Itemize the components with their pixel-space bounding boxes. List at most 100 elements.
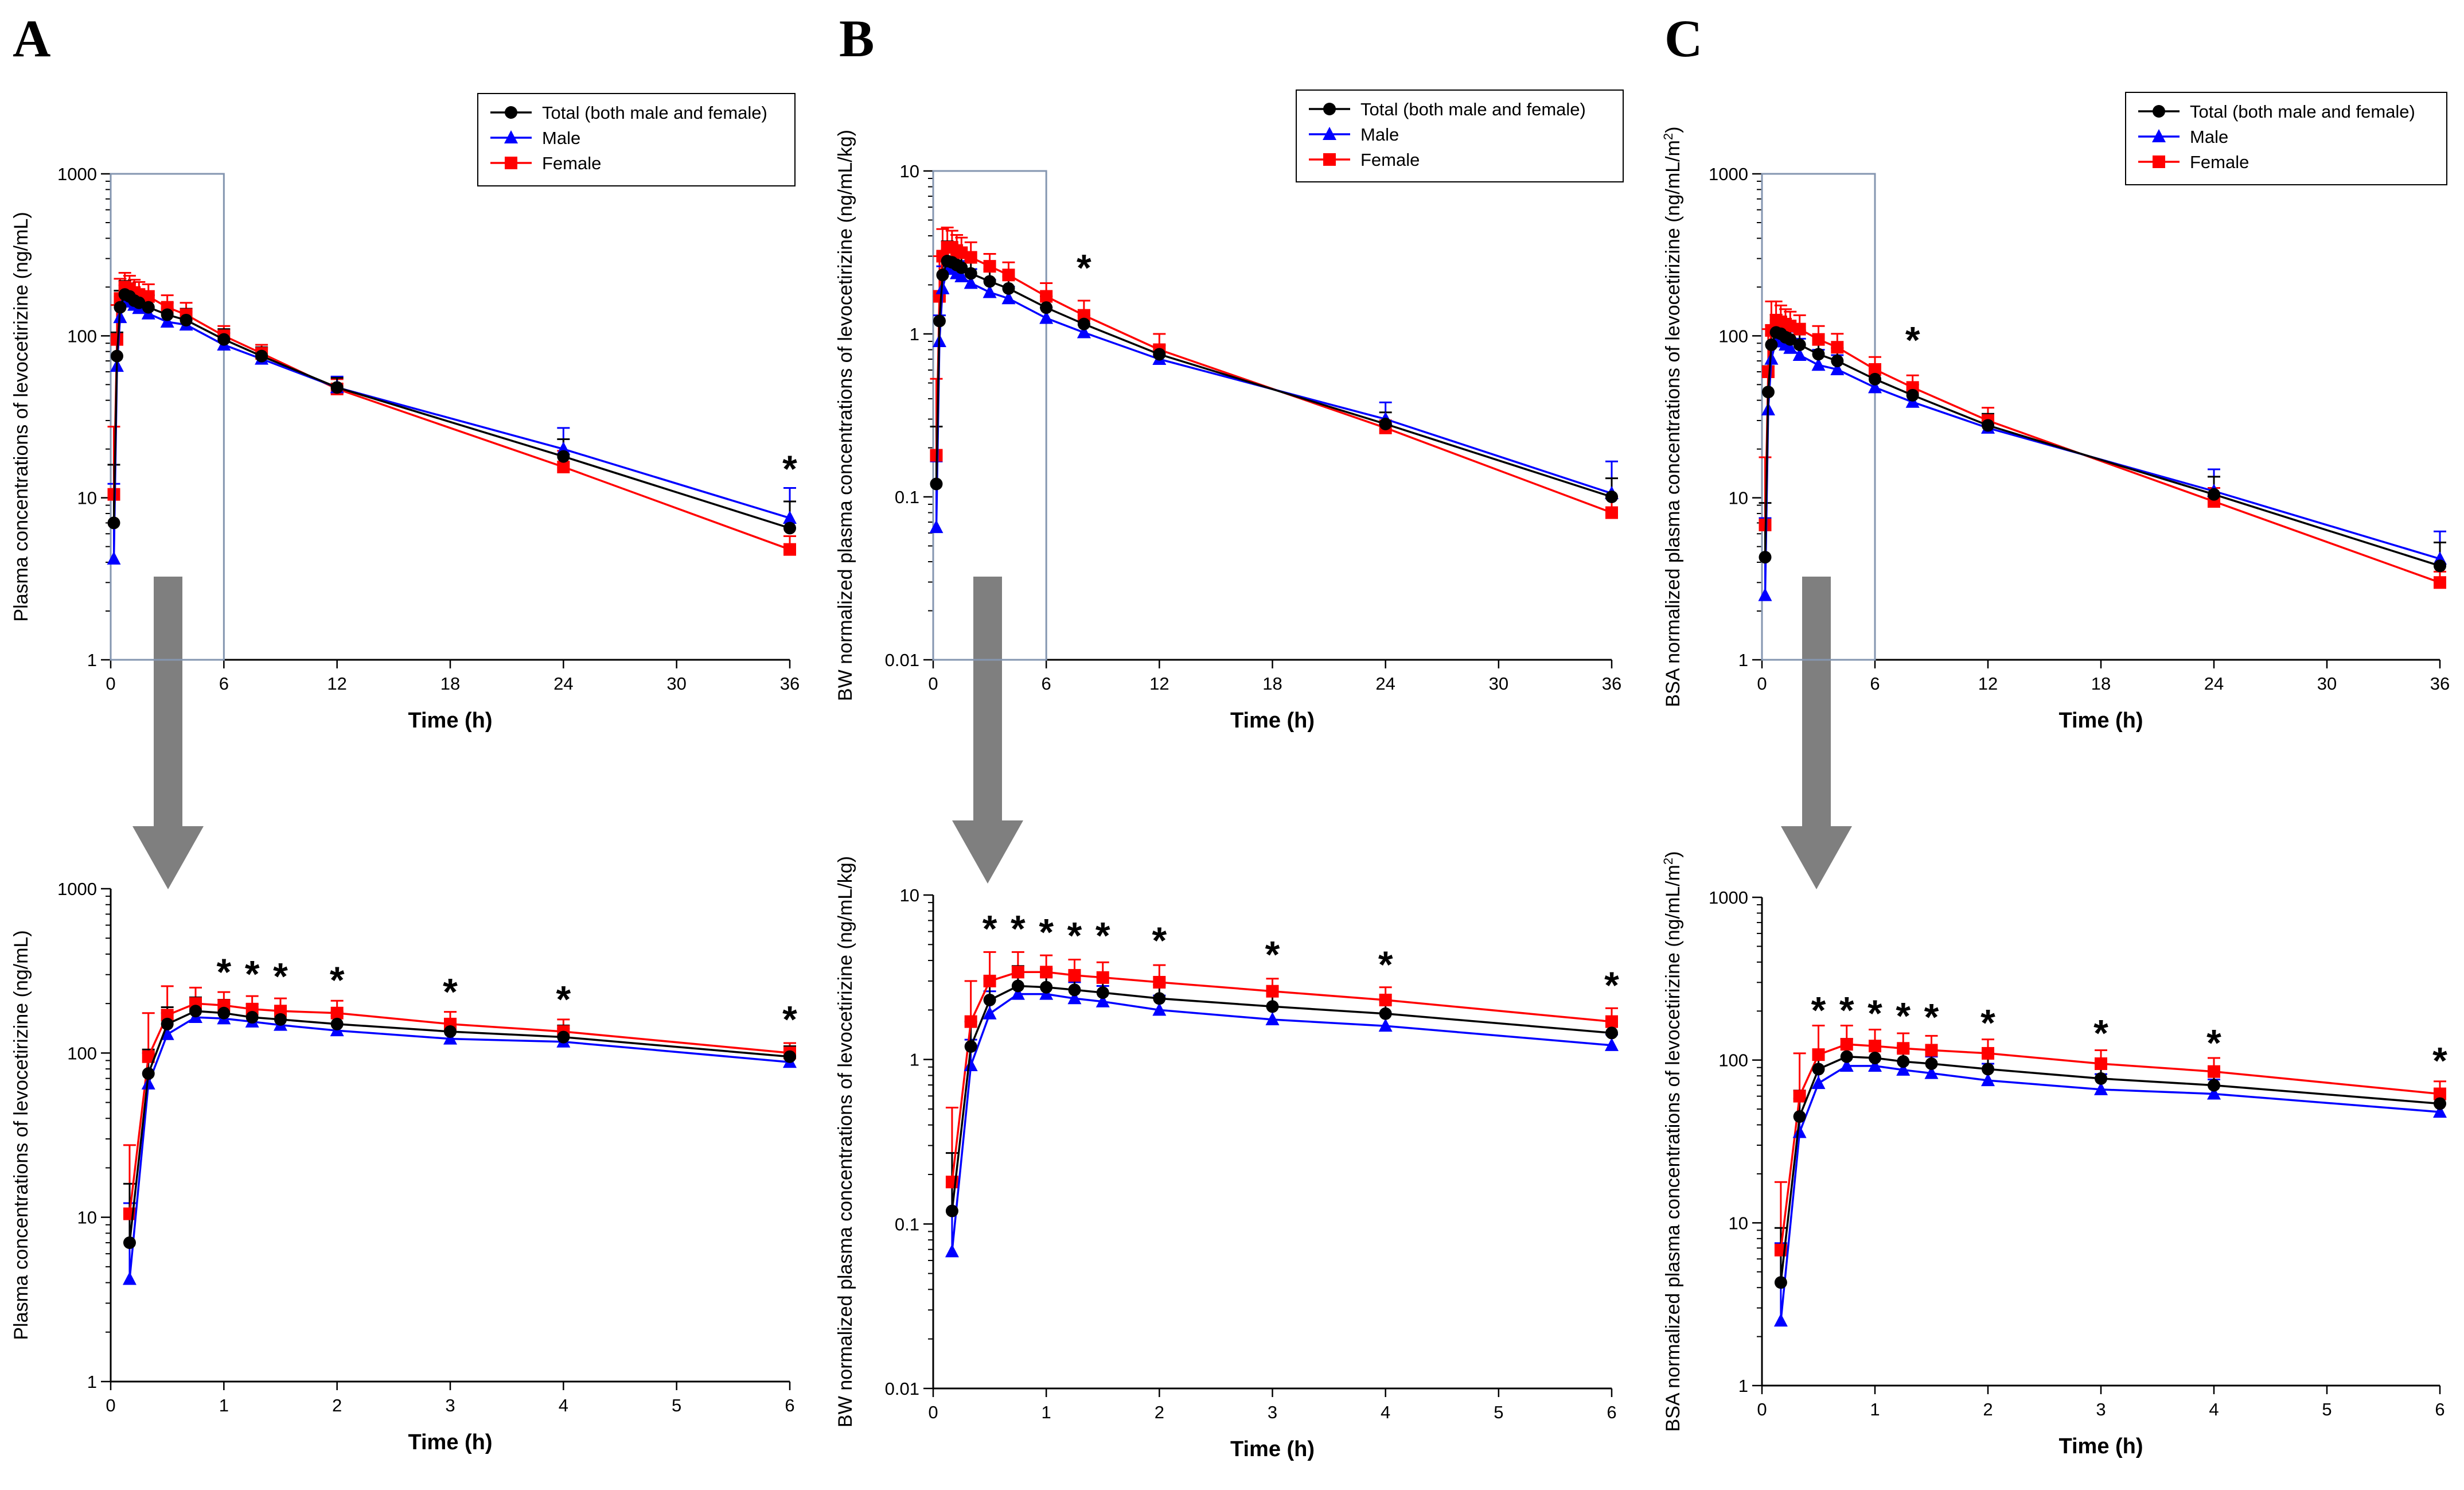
legend-label-female: Female <box>542 153 601 173</box>
zoom-box <box>1761 173 1876 661</box>
legend-box <box>2125 92 2447 185</box>
data-point-female <box>1068 968 1081 982</box>
data-point-female <box>964 251 977 264</box>
x-tick-label: 6 <box>785 1395 794 1415</box>
legend: Total (both male and female) Male Female <box>1296 90 1624 182</box>
significance-star: * <box>1924 995 1939 1038</box>
data-point-female <box>1831 341 1844 354</box>
x-tick-label: 12 <box>327 674 346 694</box>
data-point-male <box>1039 310 1054 324</box>
data-point-male <box>1783 340 1798 354</box>
x-tick-label: 18 <box>1262 674 1282 694</box>
data-point-total <box>1869 372 1881 386</box>
x-tick-label: 3 <box>445 1395 455 1415</box>
y-tick-label: 10 <box>77 1208 97 1228</box>
significance-star: * <box>782 448 797 490</box>
legend-label-male: Male <box>1360 125 1399 145</box>
data-point-male <box>443 1031 457 1045</box>
data-point-male <box>964 275 978 289</box>
series-line-male <box>1764 340 2440 596</box>
x-tick-label: 2 <box>1155 1402 1164 1422</box>
y-tick-label: 0.01 <box>885 1379 919 1399</box>
data-point-female <box>1153 975 1166 989</box>
x-tick-label: 6 <box>1607 1402 1616 1422</box>
significance-star: * <box>1077 246 1091 289</box>
data-point-male <box>783 510 797 524</box>
data-point-total <box>274 1013 287 1026</box>
data-point-total <box>1077 317 1090 330</box>
x-tick-label: 3 <box>2096 1399 2106 1419</box>
legend-label-total: Total (both male and female) <box>2190 102 2415 122</box>
legend-marker-male <box>504 130 518 143</box>
significance-star: * <box>1067 915 1082 957</box>
y-tick-label: 1 <box>1738 1376 1748 1396</box>
data-point-total <box>2208 488 2220 501</box>
data-point-total <box>107 516 120 530</box>
data-point-total <box>1761 386 1775 399</box>
x-tick-label: 12 <box>1978 674 1998 694</box>
data-point-total <box>142 1067 155 1080</box>
zoom-arrow-c <box>1781 577 1852 889</box>
data-point-total <box>930 477 943 491</box>
legend-box <box>477 93 796 186</box>
y-axis-title: BSA normalized plasma concentrations of … <box>1661 851 1684 1432</box>
series-line-female <box>951 971 1612 1182</box>
significance-star: * <box>330 959 345 1001</box>
data-point-total <box>557 1030 570 1044</box>
data-point-male <box>983 1006 997 1020</box>
data-point-total <box>330 381 344 394</box>
significance-star: * <box>1152 919 1167 962</box>
data-point-female <box>142 290 155 303</box>
y-tick-label: 10 <box>77 488 97 508</box>
x-tick-label: 6 <box>2435 1399 2444 1419</box>
data-point-total <box>1869 1052 1881 1065</box>
data-point-total <box>1605 491 1618 503</box>
x-tick-label: 30 <box>666 674 686 694</box>
x-tick-label: 5 <box>1494 1402 1503 1422</box>
x-tick-label: 5 <box>2322 1399 2332 1419</box>
data-point-male <box>1773 1313 1788 1327</box>
data-point-male <box>2094 1081 2108 1095</box>
data-point-female <box>1266 985 1279 998</box>
data-point-female <box>1379 993 1392 1006</box>
data-point-female <box>1040 290 1053 303</box>
data-point-total <box>945 1204 958 1217</box>
data-point-total <box>1605 1026 1618 1040</box>
data-point-female <box>1869 1040 1881 1053</box>
significance-star: * <box>273 955 288 998</box>
data-point-female <box>2095 1057 2107 1070</box>
x-tick-label: 3 <box>1268 1402 1277 1422</box>
data-point-male <box>954 269 969 282</box>
zoom-arrow-b <box>952 577 1023 884</box>
significance-star: * <box>1896 995 1911 1037</box>
significance-star: * <box>1980 1001 1995 1044</box>
data-point-male <box>1011 986 1025 1000</box>
data-point-total <box>1040 301 1053 314</box>
x-tick-label: 18 <box>2091 674 2111 694</box>
legend-marker-male <box>1323 127 1336 140</box>
data-point-total <box>983 993 996 1006</box>
y-tick-label: 1 <box>1738 650 1748 670</box>
data-point-male <box>2207 1086 2221 1100</box>
data-point-total <box>2434 1097 2446 1110</box>
data-point-total <box>1812 1063 1825 1076</box>
chart-a-top: 1 10 100 1000 0 6 12 18 24 30 36 Time (h) Plasma con… <box>10 93 800 733</box>
data-point-male <box>1265 1012 1280 1025</box>
legend-label-total: Total (both male and female) <box>542 103 767 123</box>
data-point-total <box>2095 1072 2107 1085</box>
x-tick-label: 4 <box>2209 1399 2219 1419</box>
significance-star: * <box>216 951 231 993</box>
y-tick-label: 1000 <box>57 164 97 184</box>
data-point-female <box>1077 309 1090 322</box>
significance-star: * <box>245 953 260 995</box>
data-point-female <box>330 1006 344 1020</box>
significance-star: * <box>2093 1012 2108 1055</box>
legend-marker-female <box>2153 155 2165 168</box>
data-point-female <box>1002 269 1015 282</box>
series-line-total <box>128 1010 790 1243</box>
y-tick-label: 1 <box>910 324 919 344</box>
data-point-male <box>122 1271 137 1285</box>
